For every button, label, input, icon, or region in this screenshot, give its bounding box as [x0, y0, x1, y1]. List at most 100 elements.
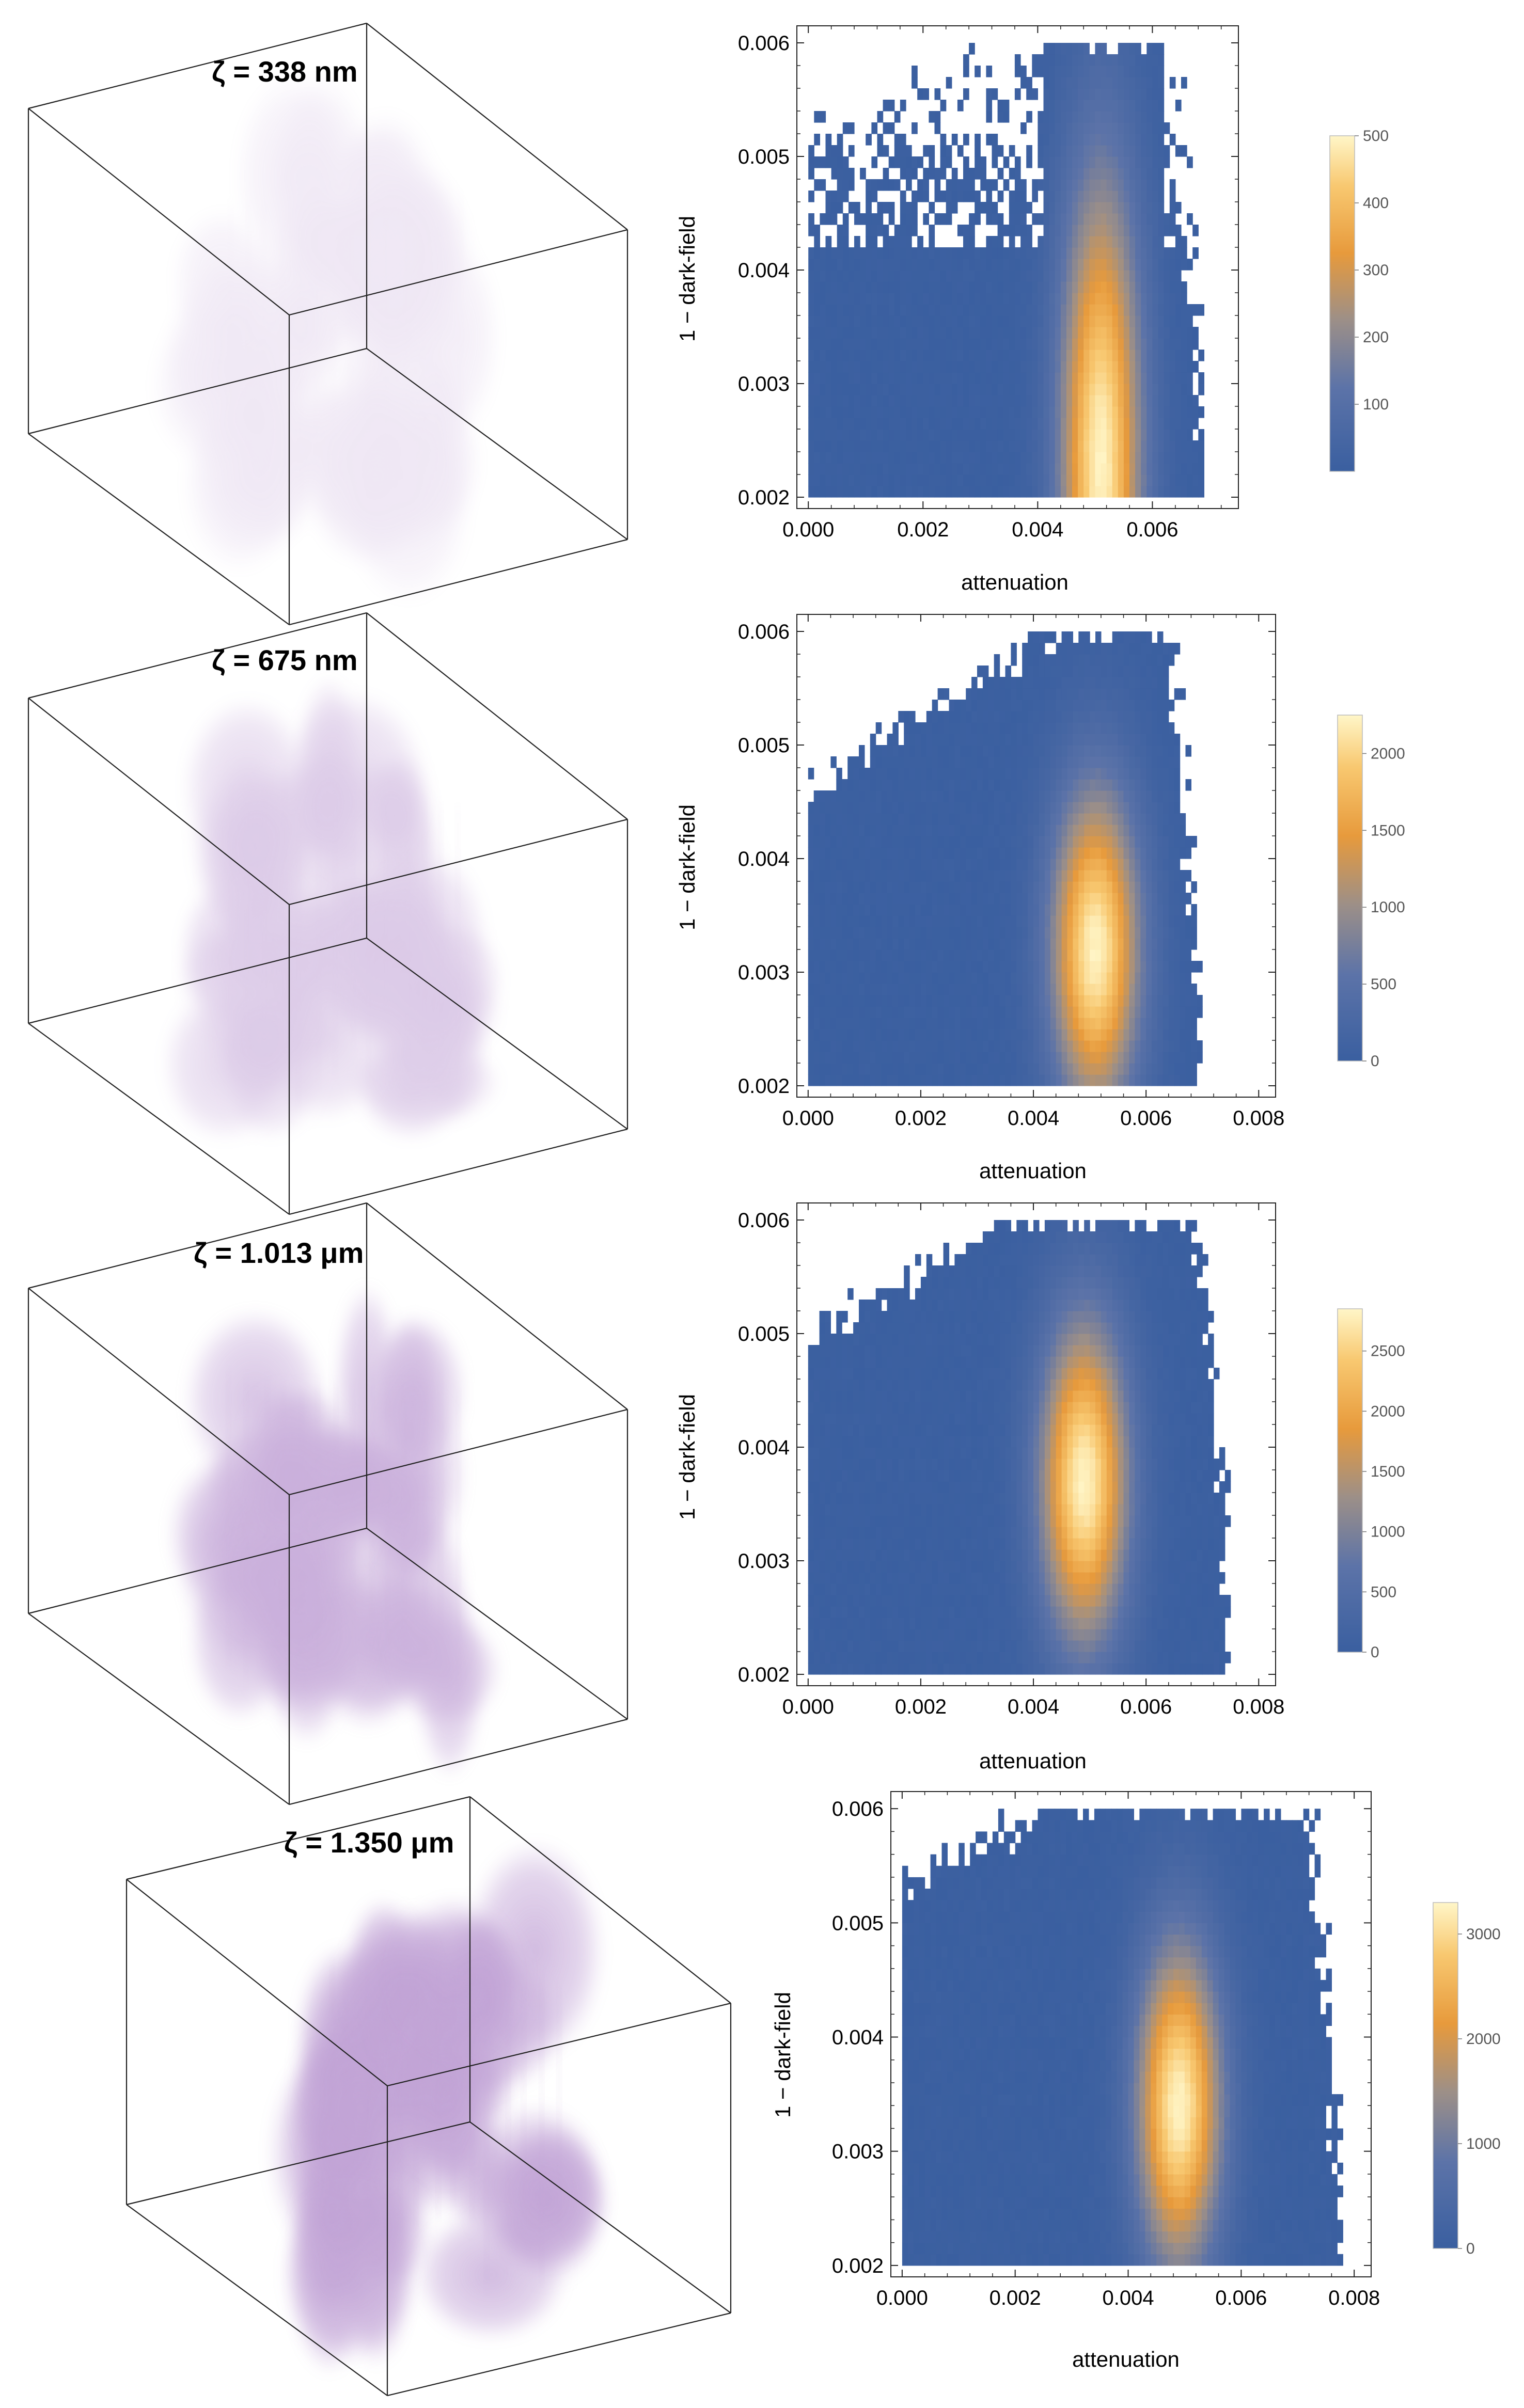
heatmap-cell	[1135, 836, 1141, 848]
heatmap-cell	[1060, 122, 1067, 134]
heatmap-cell	[1135, 236, 1141, 248]
heatmap-cell	[926, 949, 933, 961]
heatmap-cell	[1055, 418, 1061, 430]
heatmap-cell	[1022, 1040, 1028, 1052]
heatmap-cell	[875, 847, 882, 859]
heatmap-cell	[937, 779, 944, 791]
heatmap-cell	[920, 779, 927, 791]
heatmap-cell	[1135, 213, 1141, 225]
heatmap-cell	[1187, 156, 1193, 168]
heatmap-cell	[1118, 213, 1124, 225]
heatmap-cell	[1056, 984, 1062, 995]
heatmap-cell	[836, 949, 842, 961]
heatmap-cell	[969, 327, 975, 339]
heatmap-cell	[1067, 847, 1073, 859]
heatmap-cell	[1141, 338, 1147, 350]
heatmap-cell	[1026, 361, 1032, 373]
heatmap-cell	[1026, 304, 1032, 316]
heatmap-cell	[1033, 643, 1040, 655]
heatmap-cell	[1084, 1029, 1090, 1041]
heatmap-cell	[1073, 870, 1079, 882]
heatmap-cell	[988, 847, 995, 859]
heatmap-cell	[1169, 293, 1176, 305]
heatmap-cell	[1112, 938, 1119, 950]
heatmap-cell	[982, 870, 989, 882]
heatmap-cell	[853, 790, 859, 802]
heatmap-cell	[994, 972, 1000, 984]
heatmap-cell	[1009, 270, 1015, 282]
heatmap-cell	[1129, 768, 1135, 780]
heatmap-cell	[866, 270, 872, 282]
heatmap-cell	[847, 1018, 854, 1029]
heatmap-cell	[934, 168, 941, 180]
heatmap-cell	[1187, 406, 1193, 418]
heatmap-cell	[1073, 756, 1079, 768]
heatmap-cell	[825, 463, 832, 475]
heatmap-cell	[999, 722, 1006, 734]
heatmap-cell	[951, 327, 958, 339]
heatmap-cell	[1083, 463, 1090, 475]
heatmap-cell	[1141, 122, 1147, 134]
heatmap-cell	[1056, 711, 1062, 723]
heatmap-cell	[887, 938, 893, 950]
heatmap-cell	[917, 338, 923, 350]
heatmap-cell	[1038, 111, 1044, 123]
heatmap-cell	[1026, 338, 1032, 350]
heatmap-cell	[1146, 1052, 1152, 1064]
heatmap-cell	[992, 440, 998, 452]
heatmap-cell	[870, 1040, 876, 1052]
heatmap-cell	[854, 213, 860, 225]
heatmap-cell	[894, 486, 901, 498]
heatmap-cell	[943, 1018, 950, 1029]
heatmap-cell	[1135, 452, 1141, 464]
heatmap-cell	[1129, 406, 1136, 418]
heatmap-cell	[1084, 711, 1090, 723]
heatmap-cell	[1033, 677, 1040, 689]
heatmap-cell	[1101, 734, 1107, 746]
heatmap-cell	[1158, 145, 1165, 157]
heatmap-cell	[992, 327, 998, 339]
heatmap-cell	[1106, 825, 1113, 836]
heatmap-cell	[875, 1018, 882, 1029]
heatmap-cell	[853, 1006, 859, 1018]
heatmap-cell	[814, 179, 820, 191]
heatmap-cell	[1056, 677, 1062, 689]
heatmap-cell	[1011, 870, 1017, 882]
heatmap-cell	[1033, 756, 1040, 768]
heatmap-cell	[1032, 179, 1038, 191]
heatmap-cell	[892, 779, 899, 791]
heatmap-cell	[1055, 66, 1061, 77]
heatmap-cell	[1112, 1040, 1119, 1052]
heatmap-cell	[1049, 247, 1056, 259]
heatmap-cell	[1185, 870, 1191, 882]
heatmap-cell	[971, 1040, 978, 1052]
heatmap-cell	[842, 486, 849, 498]
heatmap-cell	[1084, 972, 1090, 984]
heatmap-cell	[892, 938, 899, 950]
heatmap-cell	[1129, 179, 1136, 191]
heatmap-cell	[949, 995, 955, 1007]
heatmap-cell	[808, 870, 814, 882]
heatmap-cell	[1056, 756, 1062, 768]
heatmap-cell	[960, 927, 966, 939]
heatmap-cell	[1146, 100, 1153, 112]
heatmap-cell	[847, 949, 854, 961]
heatmap-cell	[1198, 350, 1204, 361]
heatmap-cell	[969, 191, 975, 202]
heatmap-cell	[887, 813, 893, 825]
heatmap-cell	[1043, 327, 1050, 339]
heatmap-cell	[814, 474, 820, 486]
heatmap-cell	[1073, 972, 1079, 984]
heatmap-cell	[888, 440, 895, 452]
heatmap-cell	[1003, 111, 1010, 123]
heatmap-cell	[854, 293, 860, 305]
heatmap-cell	[915, 995, 921, 1007]
heatmap-cell	[994, 938, 1000, 950]
heatmap-cell	[1112, 338, 1119, 350]
heatmap-cell	[1038, 418, 1044, 430]
heatmap-cell	[992, 338, 998, 350]
heatmap-cell	[1078, 395, 1084, 407]
heatmap-cell	[1009, 315, 1015, 327]
heatmap-cell	[859, 825, 865, 836]
heatmap-cell	[1129, 213, 1136, 225]
